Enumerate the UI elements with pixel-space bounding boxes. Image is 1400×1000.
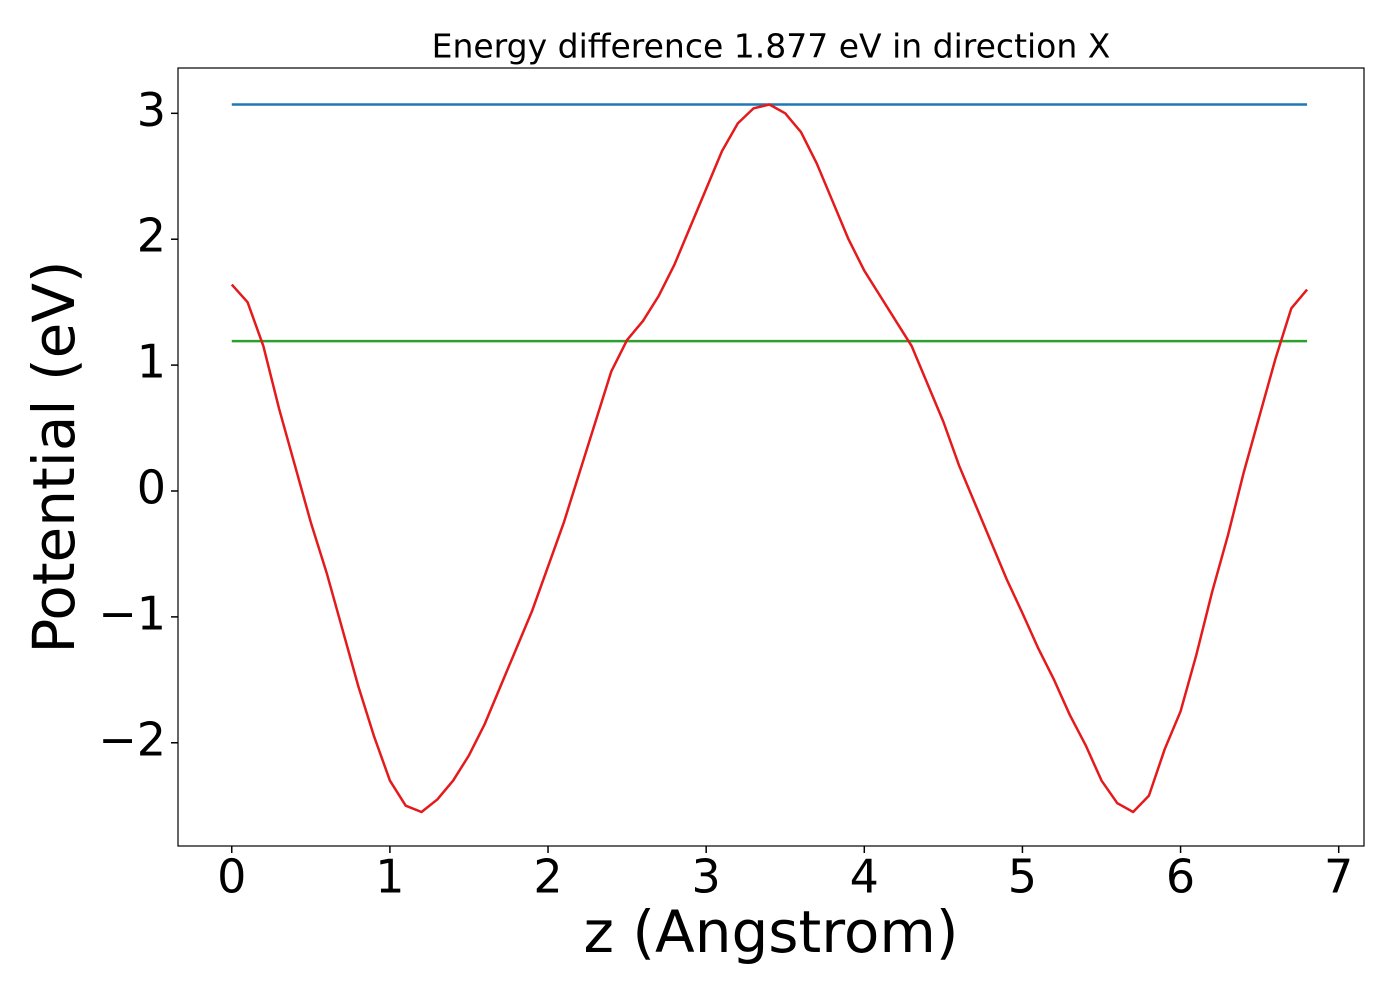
chart-title: Energy difference 1.877 eV in direction … [432,27,1111,66]
y-tick-label: 3 [137,83,166,137]
x-tick-label: 4 [850,850,879,904]
y-tick-label: 1 [137,335,166,389]
x-tick-label: 1 [375,850,404,904]
y-axis-label: Potential (eV) [20,260,88,653]
x-tick-label: 7 [1324,850,1353,904]
y-tick-label: −2 [98,712,166,766]
x-tick-label: 6 [1166,850,1195,904]
series-line [230,103,1309,814]
y-tick-label: −1 [98,586,166,640]
x-tick-label: 5 [1008,850,1037,904]
x-axis-label: z (Angstrom) [584,898,959,966]
x-tick-label: 2 [533,850,562,904]
plot-frame [177,67,1365,847]
y-tick-label: 2 [137,209,166,263]
x-tick-label: 0 [217,850,246,904]
x-tick-label: 3 [692,850,721,904]
y-tick-label: 0 [137,460,166,514]
